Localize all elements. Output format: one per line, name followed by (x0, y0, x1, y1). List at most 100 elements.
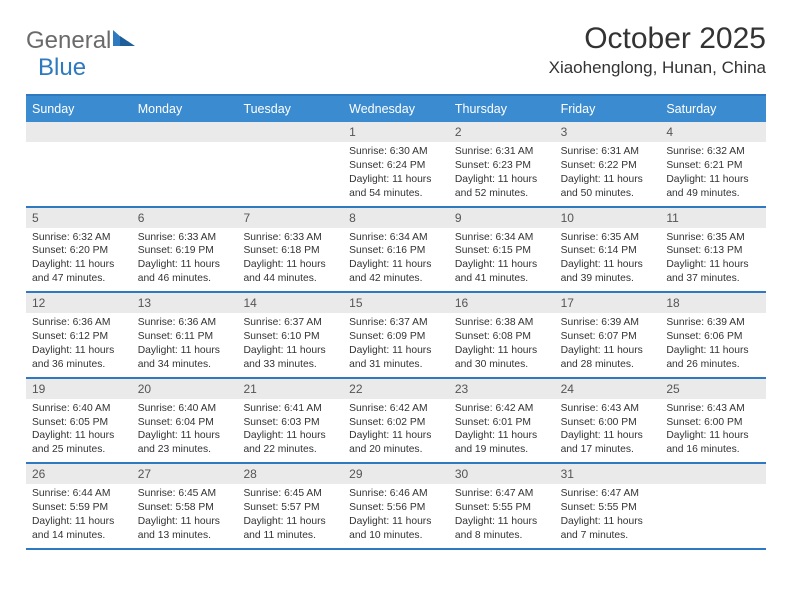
sunset-text: Sunset: 6:22 PM (561, 159, 655, 173)
sunrise-text: Sunrise: 6:47 AM (561, 487, 655, 501)
week-row: 5Sunrise: 6:32 AMSunset: 6:20 PMDaylight… (26, 208, 766, 294)
sunset-text: Sunset: 5:59 PM (32, 501, 126, 515)
sunrise-text: Sunrise: 6:42 AM (455, 402, 549, 416)
day-of-week-header: Sunday Monday Tuesday Wednesday Thursday… (26, 96, 766, 122)
calendar-cell: 23Sunrise: 6:42 AMSunset: 6:01 PMDayligh… (449, 379, 555, 463)
location-label: Xiaohenglong, Hunan, China (549, 58, 766, 78)
calendar-cell: 24Sunrise: 6:43 AMSunset: 6:00 PMDayligh… (555, 379, 661, 463)
cell-body: Sunrise: 6:39 AMSunset: 6:06 PMDaylight:… (660, 313, 766, 377)
sunrise-text: Sunrise: 6:46 AM (349, 487, 443, 501)
sunset-text: Sunset: 5:55 PM (561, 501, 655, 515)
dow-tuesday: Tuesday (237, 96, 343, 122)
calendar-cell: 22Sunrise: 6:42 AMSunset: 6:02 PMDayligh… (343, 379, 449, 463)
sunset-text: Sunset: 6:07 PM (561, 330, 655, 344)
daylight-text: Daylight: 11 hours and 28 minutes. (561, 344, 655, 372)
calendar-cell: 7Sunrise: 6:33 AMSunset: 6:18 PMDaylight… (237, 208, 343, 292)
cell-body: Sunrise: 6:31 AMSunset: 6:23 PMDaylight:… (449, 142, 555, 206)
brand-logo: General (26, 22, 141, 53)
day-number: 7 (237, 208, 343, 228)
day-number: 12 (26, 293, 132, 313)
dow-thursday: Thursday (449, 96, 555, 122)
daylight-text: Daylight: 11 hours and 14 minutes. (32, 515, 126, 543)
calendar-cell: 20Sunrise: 6:40 AMSunset: 6:04 PMDayligh… (132, 379, 238, 463)
sunset-text: Sunset: 6:10 PM (243, 330, 337, 344)
sunset-text: Sunset: 6:00 PM (561, 416, 655, 430)
day-number: 8 (343, 208, 449, 228)
calendar-cell: 14Sunrise: 6:37 AMSunset: 6:10 PMDayligh… (237, 293, 343, 377)
cell-body: Sunrise: 6:32 AMSunset: 6:20 PMDaylight:… (26, 228, 132, 292)
sunset-text: Sunset: 6:08 PM (455, 330, 549, 344)
sunrise-text: Sunrise: 6:40 AM (32, 402, 126, 416)
daylight-text: Daylight: 11 hours and 25 minutes. (32, 429, 126, 457)
sunset-text: Sunset: 5:56 PM (349, 501, 443, 515)
cell-body: Sunrise: 6:45 AMSunset: 5:58 PMDaylight:… (132, 484, 238, 548)
sunrise-text: Sunrise: 6:42 AM (349, 402, 443, 416)
day-number: 16 (449, 293, 555, 313)
sunset-text: Sunset: 6:09 PM (349, 330, 443, 344)
sunrise-text: Sunrise: 6:31 AM (455, 145, 549, 159)
sunset-text: Sunset: 5:55 PM (455, 501, 549, 515)
sunset-text: Sunset: 6:23 PM (455, 159, 549, 173)
calendar-cell: 30Sunrise: 6:47 AMSunset: 5:55 PMDayligh… (449, 464, 555, 548)
day-number: 6 (132, 208, 238, 228)
cell-body: Sunrise: 6:39 AMSunset: 6:07 PMDaylight:… (555, 313, 661, 377)
day-number: 2 (449, 122, 555, 142)
sunset-text: Sunset: 6:19 PM (138, 244, 232, 258)
sunrise-text: Sunrise: 6:37 AM (349, 316, 443, 330)
sunset-text: Sunset: 6:24 PM (349, 159, 443, 173)
cell-body (660, 484, 766, 492)
daylight-text: Daylight: 11 hours and 46 minutes. (138, 258, 232, 286)
daylight-text: Daylight: 11 hours and 34 minutes. (138, 344, 232, 372)
day-number (660, 464, 766, 484)
sunrise-text: Sunrise: 6:47 AM (455, 487, 549, 501)
daylight-text: Daylight: 11 hours and 44 minutes. (243, 258, 337, 286)
cell-body: Sunrise: 6:47 AMSunset: 5:55 PMDaylight:… (449, 484, 555, 548)
calendar-cell: 1Sunrise: 6:30 AMSunset: 6:24 PMDaylight… (343, 122, 449, 206)
calendar-cell: 9Sunrise: 6:34 AMSunset: 6:15 PMDaylight… (449, 208, 555, 292)
sunset-text: Sunset: 6:06 PM (666, 330, 760, 344)
sunrise-text: Sunrise: 6:33 AM (243, 231, 337, 245)
dow-monday: Monday (132, 96, 238, 122)
sunset-text: Sunset: 6:14 PM (561, 244, 655, 258)
calendar-cell: 5Sunrise: 6:32 AMSunset: 6:20 PMDaylight… (26, 208, 132, 292)
cell-body: Sunrise: 6:37 AMSunset: 6:10 PMDaylight:… (237, 313, 343, 377)
day-number: 20 (132, 379, 238, 399)
cell-body: Sunrise: 6:35 AMSunset: 6:14 PMDaylight:… (555, 228, 661, 292)
sunrise-text: Sunrise: 6:32 AM (32, 231, 126, 245)
daylight-text: Daylight: 11 hours and 39 minutes. (561, 258, 655, 286)
calendar-cell: 11Sunrise: 6:35 AMSunset: 6:13 PMDayligh… (660, 208, 766, 292)
daylight-text: Daylight: 11 hours and 37 minutes. (666, 258, 760, 286)
daylight-text: Daylight: 11 hours and 31 minutes. (349, 344, 443, 372)
daylight-text: Daylight: 11 hours and 42 minutes. (349, 258, 443, 286)
week-row: 19Sunrise: 6:40 AMSunset: 6:05 PMDayligh… (26, 379, 766, 465)
sunset-text: Sunset: 5:58 PM (138, 501, 232, 515)
cell-body: Sunrise: 6:37 AMSunset: 6:09 PMDaylight:… (343, 313, 449, 377)
cell-body: Sunrise: 6:40 AMSunset: 6:05 PMDaylight:… (26, 399, 132, 463)
calendar-cell: 4Sunrise: 6:32 AMSunset: 6:21 PMDaylight… (660, 122, 766, 206)
day-number: 5 (26, 208, 132, 228)
sunrise-text: Sunrise: 6:40 AM (138, 402, 232, 416)
weeks-container: 1Sunrise: 6:30 AMSunset: 6:24 PMDaylight… (26, 122, 766, 550)
calendar-cell: 8Sunrise: 6:34 AMSunset: 6:16 PMDaylight… (343, 208, 449, 292)
sunrise-text: Sunrise: 6:34 AM (349, 231, 443, 245)
sunset-text: Sunset: 6:11 PM (138, 330, 232, 344)
day-number: 3 (555, 122, 661, 142)
cell-body: Sunrise: 6:41 AMSunset: 6:03 PMDaylight:… (237, 399, 343, 463)
dow-friday: Friday (555, 96, 661, 122)
day-number: 23 (449, 379, 555, 399)
sunrise-text: Sunrise: 6:36 AM (32, 316, 126, 330)
calendar-cell (132, 122, 238, 206)
sunrise-text: Sunrise: 6:32 AM (666, 145, 760, 159)
calendar-cell: 17Sunrise: 6:39 AMSunset: 6:07 PMDayligh… (555, 293, 661, 377)
dow-sunday: Sunday (26, 96, 132, 122)
calendar-cell (26, 122, 132, 206)
brand-name-1: General (26, 29, 111, 53)
sunrise-text: Sunrise: 6:45 AM (243, 487, 337, 501)
sunrise-text: Sunrise: 6:44 AM (32, 487, 126, 501)
week-row: 12Sunrise: 6:36 AMSunset: 6:12 PMDayligh… (26, 293, 766, 379)
daylight-text: Daylight: 11 hours and 17 minutes. (561, 429, 655, 457)
calendar-cell: 6Sunrise: 6:33 AMSunset: 6:19 PMDaylight… (132, 208, 238, 292)
calendar-cell: 18Sunrise: 6:39 AMSunset: 6:06 PMDayligh… (660, 293, 766, 377)
calendar-cell: 28Sunrise: 6:45 AMSunset: 5:57 PMDayligh… (237, 464, 343, 548)
sunrise-text: Sunrise: 6:31 AM (561, 145, 655, 159)
